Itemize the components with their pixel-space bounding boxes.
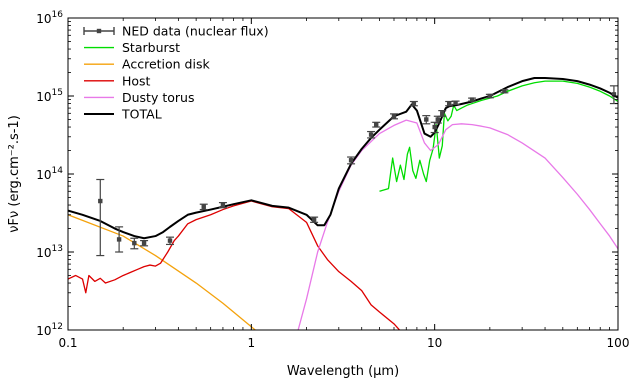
errorbar-marker xyxy=(116,237,122,242)
legend-label: Host xyxy=(122,73,151,88)
errorbar-marker xyxy=(167,238,173,243)
errorbar-marker xyxy=(311,217,317,222)
legend-label: TOTAL xyxy=(121,107,162,122)
ned-data-point xyxy=(422,115,431,125)
legend-entry-ned-data-nuclear-flux: NED data (nuclear flux) xyxy=(83,24,269,39)
errorbar-marker xyxy=(487,93,493,99)
ned-data-point xyxy=(367,130,376,139)
y-tick-label: 1015 xyxy=(36,88,63,104)
series-line-dusty-torus xyxy=(297,119,618,330)
ned-data-point xyxy=(165,236,174,246)
errorbar-marker xyxy=(611,92,617,97)
errorbar-marker xyxy=(391,114,397,119)
ned-data-point xyxy=(218,201,227,209)
errorbar-marker xyxy=(98,198,103,204)
x-tick-label: 100 xyxy=(607,336,630,350)
legend-entry-dusty-torus: Dusty torus xyxy=(84,90,194,105)
ned-data-point xyxy=(347,156,356,165)
ned-data-point xyxy=(199,203,208,211)
y-tick-label: 1014 xyxy=(36,166,63,182)
ned-data-point xyxy=(451,100,460,106)
legend-entry-total: TOTAL xyxy=(84,107,162,122)
legend-entry-accretion-disk: Accretion disk xyxy=(84,57,210,72)
ned-data-point xyxy=(389,113,398,120)
ned-data-point xyxy=(140,240,149,247)
errorbar-marker xyxy=(424,117,429,122)
legend-entry-starburst: Starburst xyxy=(84,40,180,55)
series-layer xyxy=(68,77,618,330)
legend-label: NED data (nuclear flux) xyxy=(122,24,269,39)
ned-data-point xyxy=(96,178,105,257)
ned-data-point xyxy=(130,237,139,250)
axes-layer: 0.1 1 10 100 1012 1013 1014 1015 1016 xyxy=(36,10,629,350)
ned-data-point xyxy=(468,97,477,102)
x-tick-label: 10 xyxy=(427,336,442,350)
ned-data-point xyxy=(310,216,319,223)
errorbar-marker xyxy=(453,100,458,105)
ned-data-point xyxy=(485,93,494,99)
errorbar-marker xyxy=(440,111,445,116)
legend-entry-host: Host xyxy=(84,73,151,88)
legend-handle-marker xyxy=(96,28,102,34)
errorbar-marker xyxy=(368,132,374,137)
errorbar-marker xyxy=(469,97,475,102)
errorbar-marker xyxy=(220,202,226,208)
errorbar-marker xyxy=(132,240,137,246)
x-tick-label: 1 xyxy=(248,336,256,350)
y-tick-label: 1016 xyxy=(36,10,63,26)
legend-label: Starburst xyxy=(122,40,180,55)
legend-label: Accretion disk xyxy=(122,57,210,72)
errorbar-marker xyxy=(348,158,354,163)
y-tick-label: 1012 xyxy=(36,322,63,338)
x-axis-label: Wavelength (µm) xyxy=(287,364,399,379)
ned-data-point xyxy=(500,89,509,94)
y-axis-label: νFν (erg.cm⁻².s-1) xyxy=(7,115,22,233)
legend-label: Dusty torus xyxy=(122,90,194,105)
errorbar-marker xyxy=(446,101,452,106)
errorbar-marker xyxy=(141,240,147,246)
series-line-host xyxy=(68,200,401,330)
series-line-starburst xyxy=(379,80,618,192)
ned-data-point xyxy=(438,109,447,117)
ned-data-point xyxy=(409,100,418,107)
errorbar-layer xyxy=(96,85,618,257)
y-tick-label: 1013 xyxy=(36,244,63,260)
ned-data-point xyxy=(372,121,381,128)
ned-data-point xyxy=(115,226,124,253)
errorbar-marker xyxy=(432,124,437,130)
errorbar-marker xyxy=(411,101,417,106)
errorbar-marker xyxy=(201,204,206,209)
x-tick-label: 0.1 xyxy=(58,336,77,350)
errorbar-marker xyxy=(502,89,507,94)
legend: NED data (nuclear flux)Starburst Accretio… xyxy=(83,24,269,122)
errorbar-marker xyxy=(435,117,440,122)
series-line-total xyxy=(68,77,618,240)
errorbar-marker xyxy=(374,122,379,127)
